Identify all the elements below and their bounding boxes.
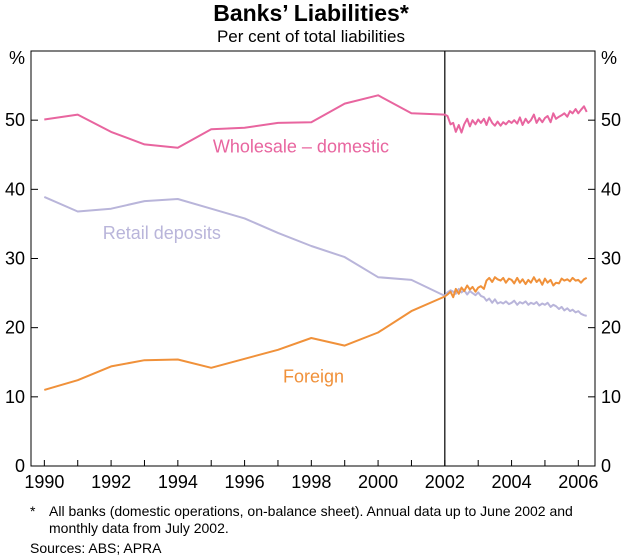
y-tick-label-left: 40: [5, 179, 25, 199]
x-tick-label: 2006: [558, 472, 598, 492]
sources-note: Sources: ABS; APRA: [30, 540, 162, 556]
y-tick-label-right: 30: [601, 249, 621, 269]
x-tick-label: 1990: [24, 472, 64, 492]
series-line-foreign: [44, 276, 588, 391]
y-axis-unit-right: %: [601, 48, 617, 68]
y-axis-unit-left: %: [9, 48, 25, 68]
x-tick-label: 1994: [158, 472, 198, 492]
x-tick-label: 2002: [425, 472, 465, 492]
y-tick-label-left: 10: [5, 387, 25, 407]
series-label-wholesale: Wholesale – domestic: [213, 137, 389, 157]
series-label-retail: Retail deposits: [103, 223, 221, 243]
chart-title: Banks’ Liabilities*: [213, 0, 409, 26]
series-line-wholesale-domestic: [44, 94, 588, 149]
plot-frame: [30, 50, 596, 467]
y-tick-label-right: 20: [601, 318, 621, 338]
x-tick-label: 1992: [91, 472, 131, 492]
chart-subtitle: Per cent of total liabilities: [216, 27, 406, 46]
y-tick-label-right: 40: [601, 179, 621, 199]
y-tick-label-left: 20: [5, 318, 25, 338]
x-tick-label: 2004: [492, 472, 532, 492]
y-tick-label-left: 50: [5, 110, 25, 130]
y-tick-label-right: 10: [601, 387, 621, 407]
x-tick-label: 1998: [291, 472, 331, 492]
series-line-retail-deposits: [43, 195, 587, 317]
x-tick-label: 1996: [225, 472, 265, 492]
y-tick-label-left: 0: [15, 456, 25, 476]
y-tick-label-right: 0: [601, 456, 611, 476]
y-tick-label-left: 30: [5, 249, 25, 269]
footnote-marker: *: [30, 503, 36, 519]
y-tick-label-right: 50: [601, 110, 621, 130]
series-label-foreign: Foreign: [283, 366, 344, 386]
line-chart: 0 0 10 10 20 20 30 30 40 40 50 50% % 1990 1992 1994 1996…: [5, 48, 621, 492]
footnote-text: All banks (domestic operations, on-balan…: [49, 503, 573, 536]
x-tick-label: 2000: [358, 472, 398, 492]
